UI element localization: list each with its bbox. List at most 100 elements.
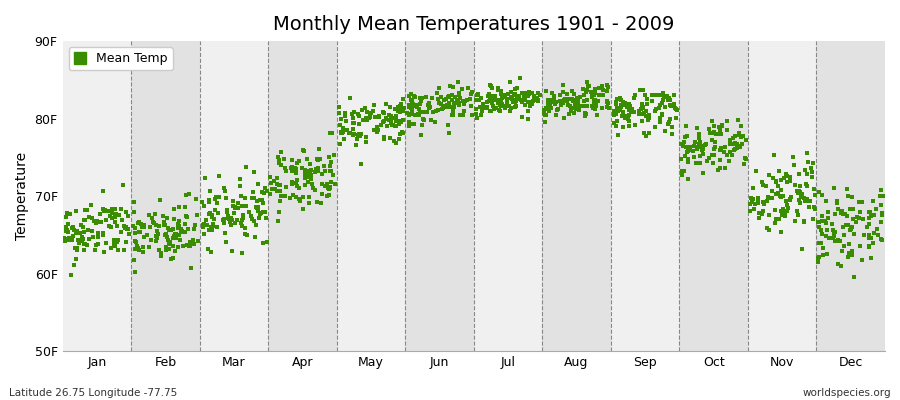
Point	[581, 82, 596, 89]
Point	[616, 98, 630, 105]
Point	[144, 237, 158, 244]
Point	[324, 168, 338, 174]
Point	[382, 117, 396, 124]
Point	[548, 101, 562, 107]
Point	[158, 247, 173, 254]
Point	[290, 182, 304, 189]
Point	[686, 148, 700, 154]
Point	[639, 113, 653, 119]
Point	[622, 100, 636, 107]
Point	[480, 104, 494, 110]
Point	[494, 96, 508, 103]
Point	[405, 108, 419, 114]
Point	[831, 237, 845, 243]
Point	[274, 193, 288, 200]
Point	[623, 106, 637, 112]
Point	[415, 108, 429, 115]
Point	[797, 218, 812, 224]
Point	[875, 212, 889, 218]
Point	[65, 235, 79, 241]
Point	[795, 190, 809, 197]
Point	[195, 224, 210, 230]
Point	[408, 112, 422, 118]
Point	[756, 182, 770, 188]
Point	[724, 136, 738, 143]
Point	[195, 222, 210, 228]
Point	[638, 92, 652, 98]
Point	[517, 93, 531, 100]
Point	[315, 181, 329, 188]
Point	[58, 214, 73, 220]
Point	[595, 82, 609, 89]
Point	[470, 114, 484, 121]
Point	[93, 211, 107, 217]
Point	[212, 194, 227, 201]
Point	[392, 121, 406, 128]
Point	[93, 218, 107, 225]
Point	[635, 104, 650, 110]
Point	[404, 111, 419, 118]
Point	[253, 196, 267, 203]
Point	[364, 110, 378, 116]
Point	[635, 105, 650, 111]
Point	[757, 201, 771, 207]
Point	[249, 203, 264, 210]
Point	[575, 102, 590, 109]
Point	[742, 200, 757, 207]
Point	[134, 224, 148, 230]
Point	[874, 236, 888, 242]
Point	[207, 207, 221, 214]
Point	[285, 181, 300, 187]
Point	[61, 220, 76, 227]
Point	[788, 218, 802, 224]
Point	[688, 142, 702, 149]
Point	[486, 103, 500, 110]
Point	[761, 172, 776, 178]
Point	[161, 241, 176, 248]
Point	[568, 105, 582, 111]
Point	[274, 149, 288, 155]
Point	[529, 96, 544, 102]
Point	[58, 238, 73, 245]
Point	[158, 232, 173, 239]
Point	[556, 97, 571, 104]
Point	[235, 216, 249, 223]
Point	[681, 155, 696, 162]
Point	[184, 264, 198, 271]
Point	[208, 196, 222, 203]
Point	[359, 116, 374, 123]
Point	[846, 206, 860, 212]
Point	[421, 105, 436, 112]
Point	[206, 216, 220, 222]
Point	[779, 208, 794, 214]
Point	[99, 240, 113, 246]
Point	[292, 198, 307, 204]
Point	[627, 95, 642, 102]
Point	[376, 136, 391, 142]
Point	[812, 224, 826, 230]
Point	[531, 90, 545, 96]
Point	[580, 97, 594, 104]
Bar	[200, 41, 268, 351]
Point	[343, 94, 357, 101]
Point	[563, 107, 578, 114]
Point	[107, 206, 122, 212]
Point	[270, 175, 284, 182]
Point	[403, 97, 418, 104]
Point	[869, 226, 884, 232]
Point	[743, 194, 758, 201]
Point	[442, 93, 456, 100]
Point	[814, 218, 829, 224]
Point	[317, 163, 331, 170]
Point	[202, 198, 216, 205]
Point	[68, 230, 83, 237]
Point	[825, 234, 840, 241]
Point	[822, 235, 836, 241]
Point	[789, 208, 804, 214]
Point	[431, 107, 446, 114]
Point	[301, 179, 315, 185]
Point	[643, 130, 657, 136]
Point	[111, 246, 125, 253]
Point	[775, 212, 789, 218]
Point	[656, 89, 670, 96]
